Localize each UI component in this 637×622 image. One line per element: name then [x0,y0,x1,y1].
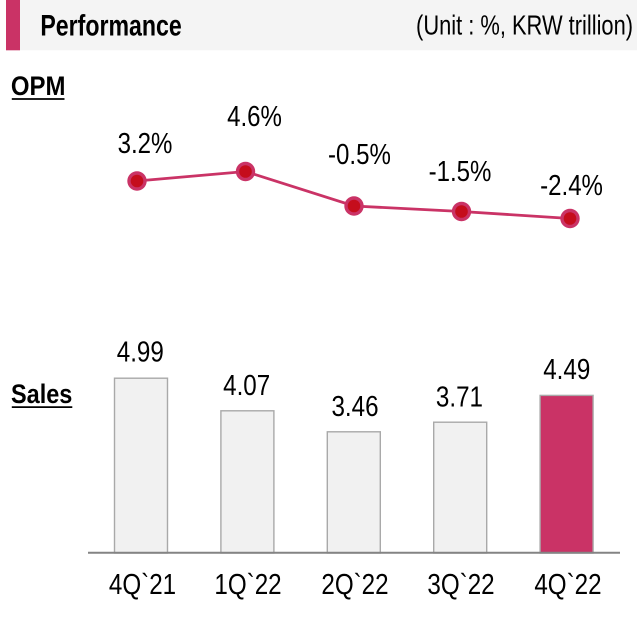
svg-text:2Q`22: 2Q`22 [321,568,388,600]
svg-text:Performance: Performance [40,9,181,42]
svg-text:-2.4%: -2.4% [540,169,603,201]
svg-text:4Q`22: 4Q`22 [534,568,601,600]
svg-text:3.71: 3.71 [436,381,483,413]
svg-text:3Q`22: 3Q`22 [427,568,494,600]
svg-text:-1.5%: -1.5% [429,155,492,187]
svg-text:3.46: 3.46 [331,390,378,422]
svg-text:4Q`21: 4Q`21 [109,568,176,600]
svg-text:4.07: 4.07 [223,369,270,401]
svg-text:Sales: Sales [11,379,72,409]
svg-text:(Unit : %, KRW trillion): (Unit : %, KRW trillion) [416,10,633,41]
svg-text:4.6%: 4.6% [227,100,282,132]
svg-text:OPM: OPM [11,71,66,101]
svg-text:3.2%: 3.2% [118,127,173,159]
svg-text:4.49: 4.49 [543,353,590,385]
svg-text:4.99: 4.99 [117,336,164,368]
svg-text:-0.5%: -0.5% [328,138,391,170]
svg-text:1Q`22: 1Q`22 [214,568,281,600]
